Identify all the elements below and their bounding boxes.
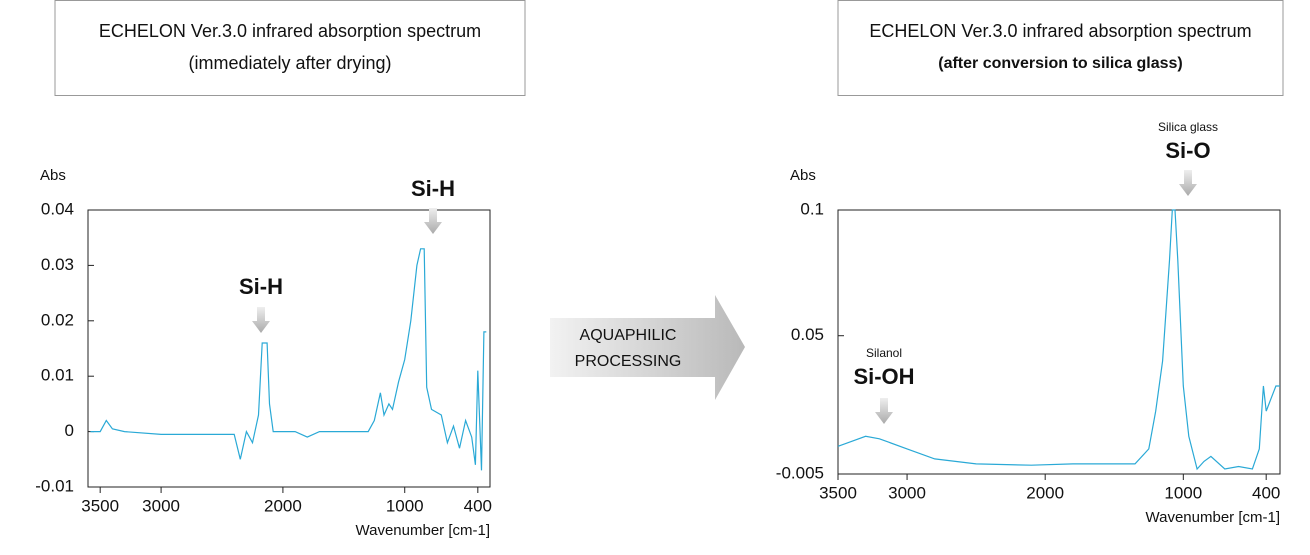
x-tick-label: 2000 <box>264 496 302 515</box>
x-tick-label: 400 <box>1252 483 1280 502</box>
x-tick-label: 400 <box>464 496 492 515</box>
x-axis-label: Wavenumber [cm-1] <box>356 522 490 539</box>
y-tick-label: 0.05 <box>791 325 824 344</box>
annotation-label: Si-H <box>239 274 283 299</box>
plot-frame <box>837 209 1281 475</box>
annotation-caption: Silica glass <box>1158 120 1218 134</box>
annotation-caption: Silanol <box>866 346 902 360</box>
y-tick-label: -0.01 <box>35 476 74 495</box>
y-tick-label: 0.03 <box>41 255 74 274</box>
y-tick-label: 0.04 <box>41 199 74 218</box>
x-tick-label: 1000 <box>386 496 424 515</box>
y-axis-label: Abs <box>790 167 816 184</box>
annotation-arrow <box>875 398 893 424</box>
x-tick-label: 3500 <box>819 483 857 502</box>
annotation-label: Si-OH <box>853 364 914 389</box>
annotation-label: Si-H <box>411 176 455 201</box>
spectrum-line <box>90 248 487 471</box>
y-tick-label: 0.02 <box>41 310 74 329</box>
annotation-label: Si-O <box>1165 138 1210 163</box>
spectrum-line <box>837 209 1280 471</box>
x-tick-label: 1000 <box>1164 483 1202 502</box>
y-tick-label: 0.01 <box>41 366 74 385</box>
chart-title: ECHELON Ver.3.0 infrared absorption spec… <box>99 21 481 41</box>
x-tick-label: 3500 <box>81 496 119 515</box>
y-tick-label: -0.005 <box>776 463 824 482</box>
chart-subtitle: (immediately after drying) <box>188 53 391 73</box>
y-tick-label: 0.1 <box>800 199 824 218</box>
x-tick-label: 3000 <box>888 483 926 502</box>
x-tick-label: 2000 <box>1026 483 1064 502</box>
arrow-label: AQUAPHILIC <box>580 327 677 344</box>
title-box <box>54 0 526 96</box>
annotation-arrow <box>252 307 270 333</box>
title-box <box>837 0 1284 96</box>
y-tick-label: 0 <box>65 421 74 440</box>
plot-frame <box>87 209 491 488</box>
annotation-arrow <box>424 208 442 234</box>
process-arrow <box>550 295 745 400</box>
arrow-label: PROCESSING <box>575 353 682 370</box>
annotation-arrow <box>1179 170 1197 196</box>
chart-subtitle: (after conversion to silica glass) <box>938 55 1183 72</box>
x-tick-label: 3000 <box>142 496 180 515</box>
y-axis-label: Abs <box>40 167 66 184</box>
chart-title: ECHELON Ver.3.0 infrared absorption spec… <box>869 21 1251 41</box>
x-axis-label: Wavenumber [cm-1] <box>1146 509 1280 526</box>
